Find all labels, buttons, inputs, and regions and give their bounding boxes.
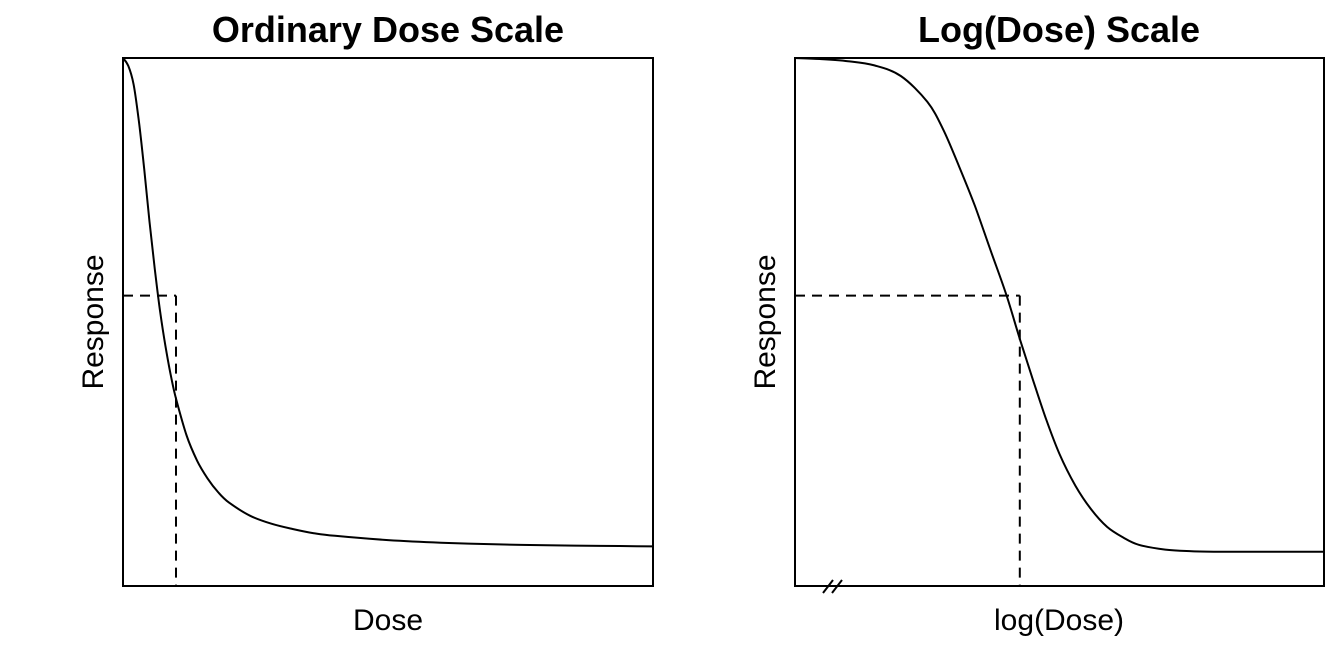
series-line — [122, 57, 654, 548]
x-axis-label: Dose — [353, 604, 423, 637]
panel-ordinary-dose: Ordinary Dose Scale Dose Response — [77, 9, 654, 637]
chart-title: Log(Dose) Scale — [918, 9, 1200, 50]
x-axis-label: log(Dose) — [994, 604, 1124, 637]
plot-frame — [794, 57, 1325, 587]
series-line — [794, 57, 1324, 553]
y-axis-label: Response — [77, 254, 110, 389]
y-axis-label: Response — [749, 254, 782, 389]
plot-frame — [122, 57, 654, 587]
chart-title: Ordinary Dose Scale — [212, 9, 564, 50]
panel-log-dose: Log(Dose) Scale log(Dose) Response — [749, 9, 1325, 637]
axis-break-mark — [822, 579, 843, 594]
